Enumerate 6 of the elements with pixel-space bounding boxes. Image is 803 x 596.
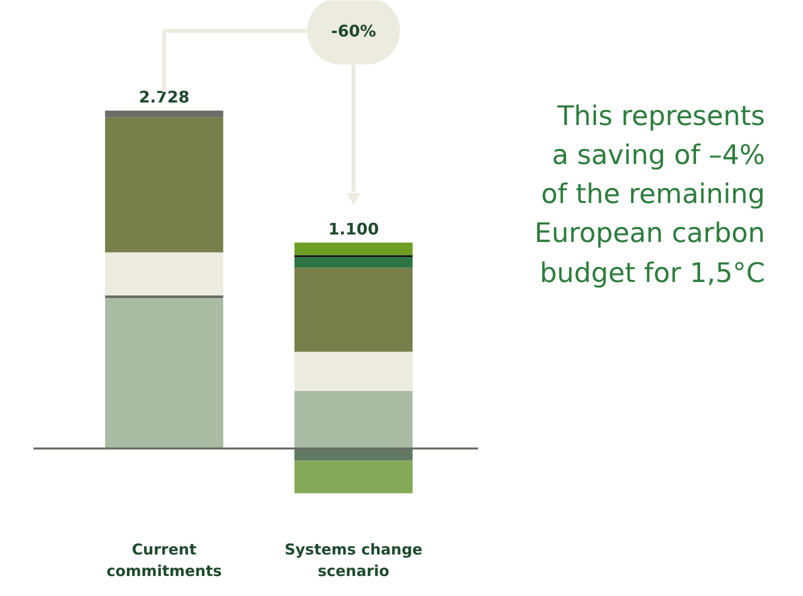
text: -60%: [331, 21, 376, 40]
x-tick-label: Current commitments: [106, 540, 222, 580]
annotation: 1.100: [328, 220, 379, 239]
annotation: 2.728: [138, 88, 190, 107]
text: This represents a saving of –4% of the remaining European carbon budget for 1,5°C: [534, 100, 765, 291]
x-tick-label: Systems change scenario: [284, 540, 422, 580]
